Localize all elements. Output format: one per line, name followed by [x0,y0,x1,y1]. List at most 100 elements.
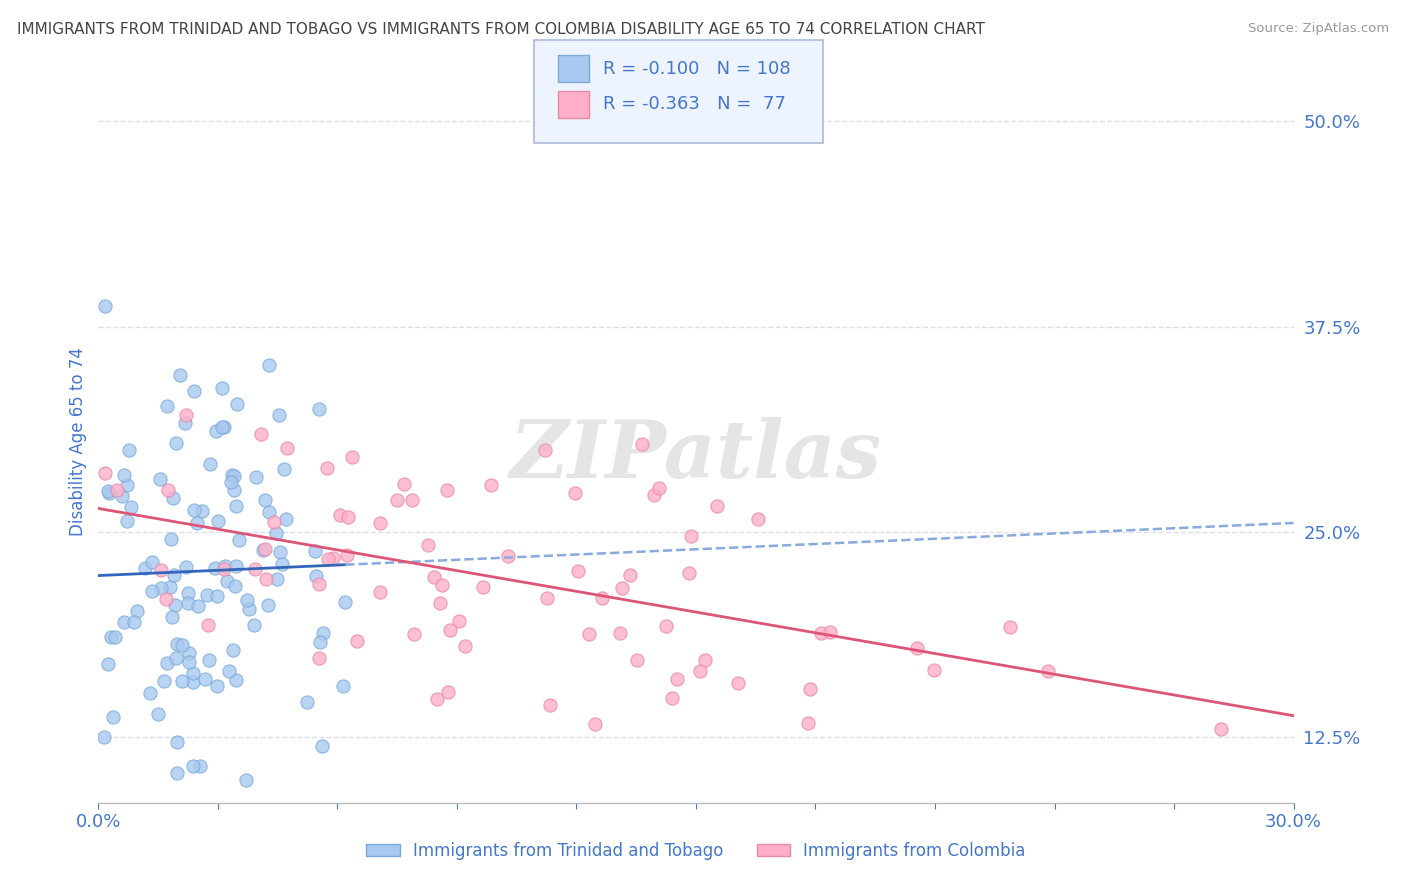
Point [264,526,287,541]
Point [679,529,702,543]
Point [170,638,193,652]
Point [564,486,586,500]
Point [224,579,246,593]
Point [578,626,600,640]
Point [134,561,156,575]
Point [626,653,648,667]
Point [200,457,222,471]
Point [166,636,188,650]
Point [276,441,298,455]
Point [727,676,749,690]
Point [304,543,326,558]
Point [222,483,245,497]
Point [214,562,236,576]
Point [162,491,184,506]
Point [159,580,181,594]
Point [666,672,689,686]
Point [103,710,125,724]
Point [117,478,139,492]
Point [204,560,226,574]
Point [316,551,339,566]
Point [401,492,423,507]
Point [322,551,344,566]
Point [430,578,453,592]
Point [176,409,198,423]
Point [533,442,555,457]
Point [176,560,198,574]
Point [266,572,288,586]
Point [117,514,139,528]
Point [112,467,135,482]
Point [309,635,332,649]
Point [141,555,163,569]
Text: R = -0.100   N = 108: R = -0.100 N = 108 [603,60,790,78]
Point [197,588,219,602]
Point [810,626,832,640]
Point [245,562,267,576]
Point [207,514,229,528]
Point [183,384,205,399]
Point [150,563,173,577]
Point [422,570,444,584]
Point [253,492,276,507]
Point [643,488,665,502]
Legend: Immigrants from Trinidad and Tobago, Immigrants from Colombia: Immigrants from Trinidad and Tobago, Imm… [360,836,1032,867]
Point [648,481,671,495]
Y-axis label: Disability Age 65 to 74: Disability Age 65 to 74 [69,347,87,536]
Point [243,618,266,632]
Point [254,541,277,556]
Point [177,586,200,600]
Point [228,533,250,548]
Point [1038,665,1060,679]
Point [447,614,470,628]
Point [998,620,1021,634]
Point [100,630,122,644]
Point [436,483,458,497]
Point [332,679,354,693]
Point [111,489,134,503]
Point [163,568,186,582]
Point [498,549,520,563]
Point [225,558,247,573]
Point [160,610,183,624]
Point [156,656,179,670]
Point [211,381,233,395]
Point [799,681,821,696]
Point [818,624,841,639]
Point [181,675,204,690]
Point [257,358,280,372]
Point [166,766,188,780]
Point [308,577,330,591]
Point [165,436,187,450]
Point [305,569,328,583]
Point [160,532,183,546]
Point [205,424,228,438]
Point [218,664,240,678]
Point [181,665,204,680]
Point [297,695,319,709]
Point [157,483,180,497]
Point [186,516,208,530]
Point [205,589,228,603]
Point [163,598,186,612]
Point [112,615,135,629]
Point [591,591,613,606]
Point [197,618,219,632]
Point [706,499,728,513]
Point [479,477,502,491]
Point [214,559,236,574]
Point [312,626,335,640]
Point [177,647,200,661]
Point [426,692,449,706]
Point [254,572,277,586]
Point [368,584,391,599]
Point [252,543,274,558]
Point [536,591,558,605]
Point [94,299,117,313]
Point [97,486,120,500]
Point [436,685,458,699]
Point [567,564,589,578]
Point [337,510,360,524]
Point [141,584,163,599]
Point [678,566,700,581]
